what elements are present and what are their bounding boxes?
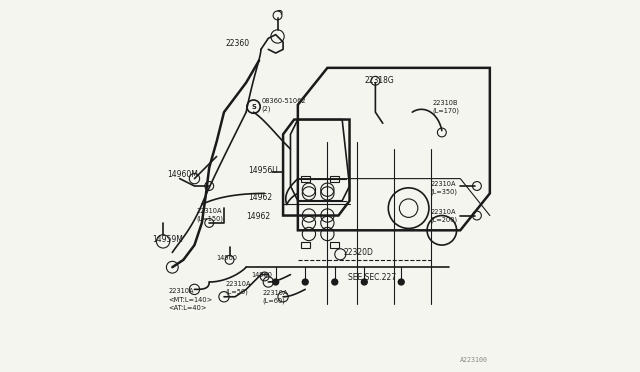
- Text: 22310A
(L=150): 22310A (L=150): [196, 208, 223, 222]
- Text: 22310B
(L=170): 22310B (L=170): [433, 100, 460, 113]
- Text: 14962: 14962: [248, 193, 272, 202]
- Circle shape: [362, 279, 367, 285]
- Text: S: S: [251, 104, 256, 110]
- Text: 08360-51062
(2): 08360-51062 (2): [262, 98, 307, 112]
- Text: SEE SEC.227: SEE SEC.227: [348, 273, 396, 282]
- Text: 22310A
(L=50): 22310A (L=50): [226, 280, 252, 295]
- Text: 14960: 14960: [252, 272, 273, 278]
- Text: 22360: 22360: [226, 39, 250, 48]
- Text: A223100: A223100: [460, 357, 488, 363]
- Text: 22318G: 22318G: [364, 76, 394, 85]
- Circle shape: [302, 279, 308, 285]
- Text: 22310A
(L=60): 22310A (L=60): [263, 290, 288, 304]
- Text: 22310A: 22310A: [168, 288, 194, 294]
- Text: 22310A
(L=350): 22310A (L=350): [431, 181, 458, 195]
- Text: 14956U: 14956U: [248, 166, 278, 175]
- Text: 22310A
(L=200): 22310A (L=200): [431, 209, 458, 222]
- Text: 14960: 14960: [216, 255, 237, 261]
- Circle shape: [398, 279, 404, 285]
- Text: 22320D: 22320D: [344, 248, 374, 257]
- Text: 14960M: 14960M: [167, 170, 198, 179]
- Text: 14962: 14962: [246, 212, 270, 221]
- Circle shape: [332, 279, 338, 285]
- Circle shape: [273, 279, 278, 285]
- Text: <MT:L=140>: <MT:L=140>: [168, 298, 213, 304]
- Text: 14959M: 14959M: [152, 235, 183, 244]
- Text: <AT:L=40>: <AT:L=40>: [168, 305, 207, 311]
